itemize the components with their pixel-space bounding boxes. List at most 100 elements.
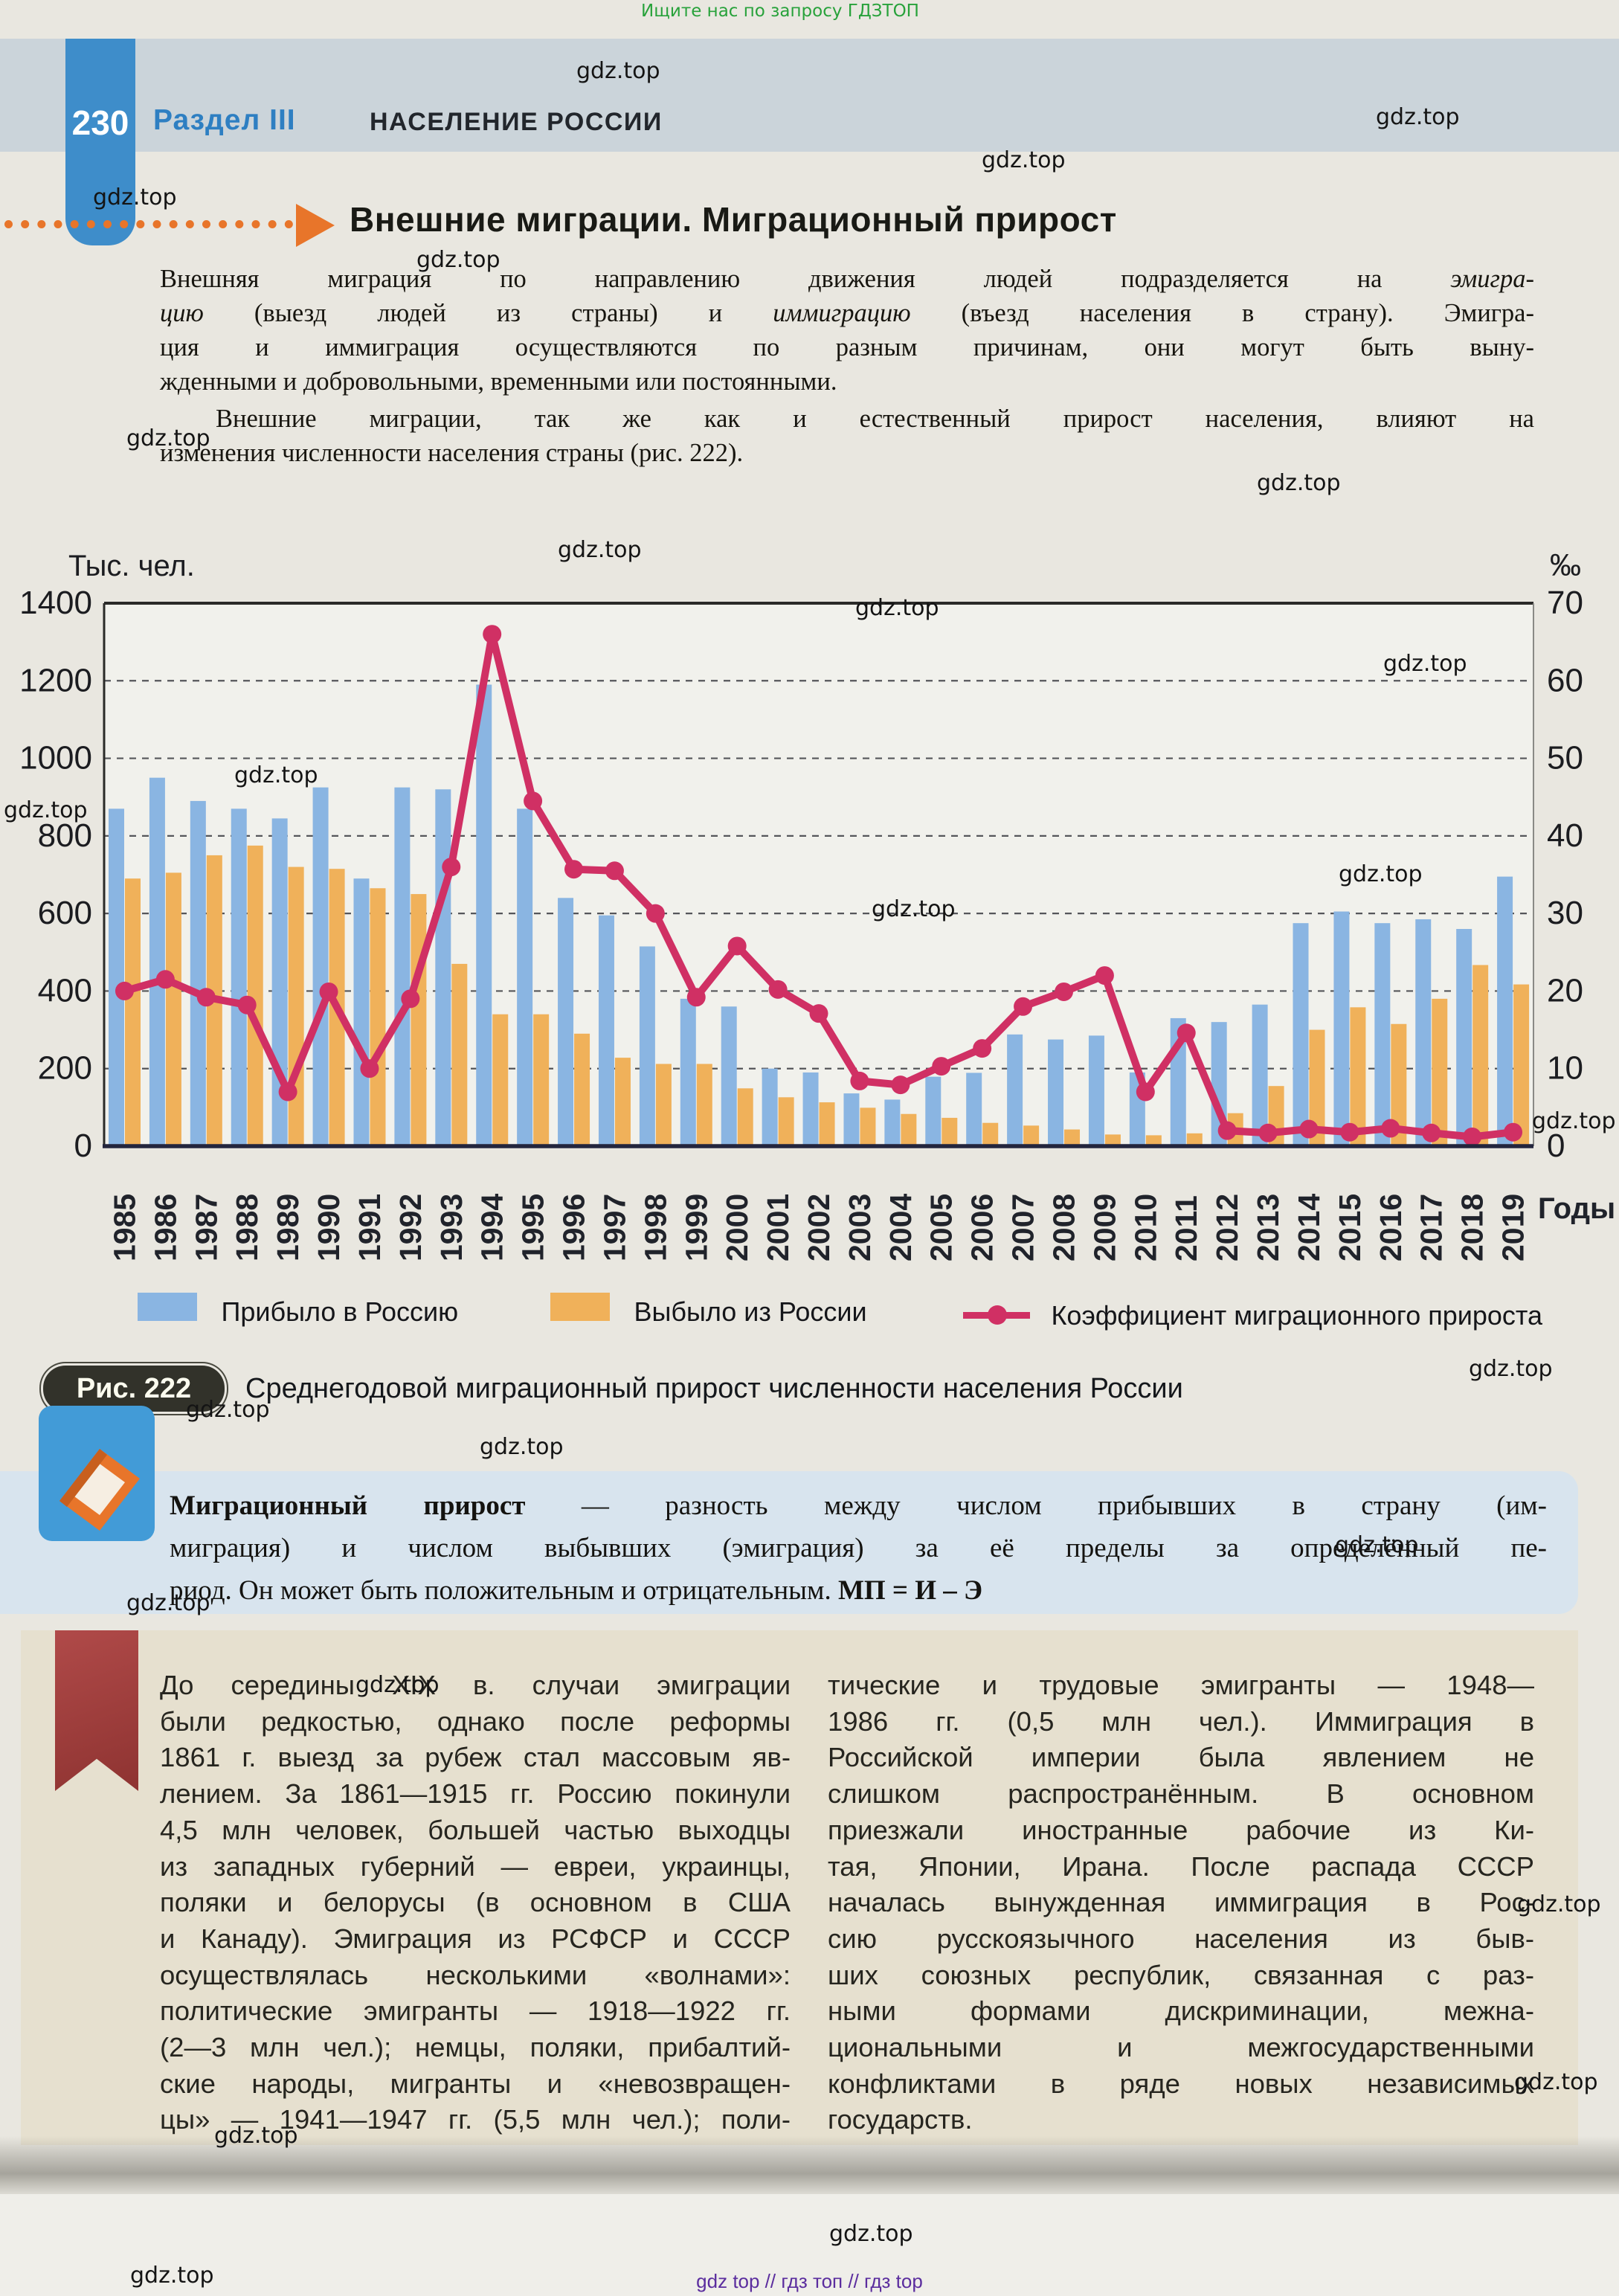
bar-arrived-1988 — [231, 808, 247, 1146]
dotted-leader — [4, 220, 293, 228]
line-point-2008 — [1054, 982, 1073, 1001]
right-tick-30: 30 — [1547, 895, 1583, 931]
bar-arrived-2004 — [884, 1099, 901, 1146]
bar-departed-2001 — [778, 1097, 794, 1146]
text-line: риод. Он может быть положительным и отри… — [170, 1575, 983, 1606]
x-tick-2003: 2003 — [843, 1194, 877, 1261]
watermark: gdz.top — [4, 797, 88, 823]
text-line: жденными и добровольными, временными или… — [160, 367, 837, 396]
bar-arrived-1994 — [476, 684, 492, 1146]
left-tick-0: 0 — [74, 1128, 92, 1164]
line-point-2014 — [1299, 1119, 1319, 1139]
bar-departed-2004 — [901, 1113, 917, 1146]
x-tick-1999: 1999 — [679, 1194, 713, 1261]
migration-chart: 0 200 400 600 800 1000 1200 1400 0 10 20 30 40 50 60 70… — [19, 547, 1615, 1261]
right-tick-10: 10 — [1547, 1050, 1583, 1087]
right-tick-20: 20 — [1547, 972, 1583, 1009]
text-line: ших союзных республик, связанная с раз- — [828, 1959, 1534, 1990]
body-paragraph-2: Внешние миграции, так же как и естествен… — [160, 402, 1534, 470]
text-line: цы» — 1941—1947 гг. (5,5 млн чел.); поли… — [160, 2104, 791, 2135]
text-line: государств. — [828, 2104, 973, 2135]
x-tick-2002: 2002 — [802, 1194, 836, 1261]
line-point-1991 — [360, 1059, 379, 1078]
right-axis-unit: ‰ — [1550, 547, 1581, 582]
line-point-2002 — [809, 1004, 828, 1023]
text-line: 1861 г. выезд за рубеж стал массовым яв- — [160, 1742, 791, 1773]
bar-arrived-2005 — [925, 1076, 942, 1146]
bar-arrived-1992 — [394, 787, 411, 1146]
line-point-1992 — [401, 989, 420, 1009]
right-tick-50: 50 — [1547, 740, 1583, 776]
bar-arrived-1995 — [517, 808, 533, 1146]
line-point-1990 — [319, 982, 338, 1001]
bar-departed-1992 — [411, 894, 427, 1146]
definition-block — [0, 1471, 1578, 1614]
text-line: (2—3 млн чел.); немцы, поляки, прибалтий… — [160, 2032, 791, 2063]
text-line: началась вынужденная иммиграция в Рос- — [828, 1887, 1534, 1918]
watermark: gdz.top — [1514, 2069, 1598, 2095]
watermark: gdz.top — [416, 247, 500, 273]
watermark: gdz.top — [1257, 470, 1341, 496]
bar-departed-1999 — [696, 1064, 712, 1146]
text-line: циональными и межгосударственными — [828, 2032, 1534, 2063]
left-tick-600: 600 — [38, 895, 92, 931]
bar-departed-2009 — [1104, 1134, 1121, 1146]
bar-departed-2019 — [1513, 984, 1530, 1146]
text-line: сию русскоязычного населения из быв- — [828, 1923, 1534, 1954]
x-tick-1990: 1990 — [312, 1194, 346, 1261]
text-line: цию (выезд людей из страны) и иммиграцию… — [160, 299, 1534, 327]
chapter-title: НАСЕЛЕНИЕ РОССИИ — [370, 108, 663, 136]
page-number-tab — [65, 39, 135, 245]
text-line: были редкостью, однако после реформы — [160, 1705, 791, 1737]
x-tick-1998: 1998 — [638, 1194, 672, 1261]
text-line: 1986 гг. (0,5 млн чел.). Иммиграция в — [828, 1705, 1534, 1737]
right-tick-40: 40 — [1547, 817, 1583, 854]
figure-badge: Рис. 222 — [43, 1366, 225, 1412]
line-point-2015 — [1340, 1122, 1359, 1142]
watermark: gdz.top — [1469, 1356, 1553, 1382]
text-line: ция и иммиграция осуществляются по разны… — [160, 333, 1534, 361]
line-point-1987 — [196, 988, 216, 1007]
line-point-2006 — [973, 1039, 992, 1058]
bar-departed-2002 — [819, 1102, 835, 1146]
line-point-1989 — [278, 1082, 297, 1102]
left-tick-200: 200 — [38, 1050, 92, 1087]
x-tick-1989: 1989 — [271, 1194, 305, 1261]
line-point-2009 — [1095, 966, 1114, 985]
bar-arrived-1990 — [312, 787, 329, 1146]
paragraph-heading: Внешние миграции. Миграционный прирост — [350, 200, 1117, 239]
text-line: лением. За 1861—1915 гг. Россию покинули — [160, 1778, 791, 1810]
bar-departed-1998 — [655, 1064, 672, 1146]
bar-arrived-1985 — [109, 808, 124, 1146]
bar-arrived-2007 — [1007, 1034, 1023, 1146]
bar-arrived-2019 — [1497, 876, 1513, 1146]
left-tick-800: 800 — [38, 817, 92, 854]
history-right-column: тические и трудовые эмигранты — 1948— 198… — [828, 1668, 1534, 2138]
watermark: gdz.top — [93, 184, 177, 210]
watermark: gdz.top — [234, 762, 318, 788]
bar-departed-2003 — [860, 1107, 876, 1146]
line-point-1993 — [442, 858, 461, 877]
bar-arrived-2016 — [1374, 923, 1391, 1146]
legend-line-sample — [963, 1305, 1030, 1325]
line-point-2003 — [850, 1071, 869, 1090]
line-point-1988 — [237, 995, 257, 1014]
line-point-1999 — [686, 988, 706, 1007]
x-tick-1986: 1986 — [148, 1194, 182, 1261]
line-point-2004 — [891, 1075, 910, 1095]
bar-departed-2008 — [1064, 1129, 1081, 1146]
bar-departed-2007 — [1023, 1125, 1040, 1146]
legend-swatch-departed — [550, 1293, 610, 1321]
text-line: 4,5 млн человек, большей частью выходцы — [160, 1814, 791, 1845]
legend-item-departed: Выбыло из России — [550, 1293, 867, 1328]
legend-item-arrived: Прибыло в Россию — [138, 1293, 458, 1328]
line-point-2011 — [1177, 1023, 1196, 1043]
x-tick-1996: 1996 — [557, 1194, 591, 1261]
bar-arrived-1998 — [639, 946, 655, 1146]
text-line: конфликтами в ряде новых независимых — [828, 2068, 1534, 2099]
bar-departed-2010 — [1145, 1135, 1162, 1146]
x-tick-2015: 2015 — [1333, 1194, 1367, 1261]
line-point-2012 — [1217, 1121, 1237, 1140]
x-tick-2006: 2006 — [965, 1194, 1000, 1261]
bar-departed-1989 — [288, 866, 304, 1146]
